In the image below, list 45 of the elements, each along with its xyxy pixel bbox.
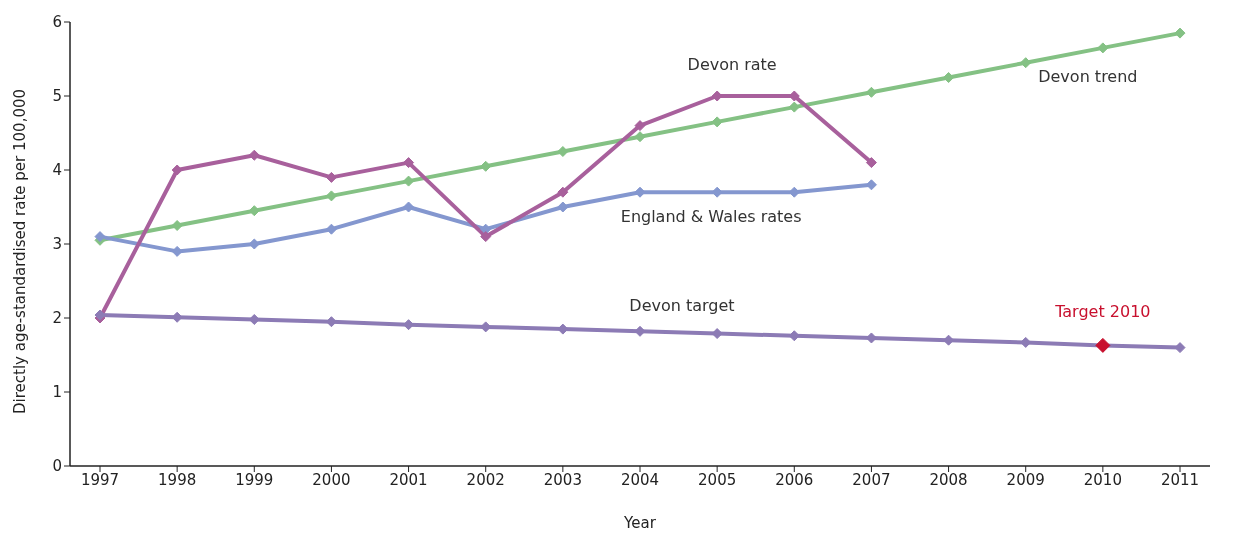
x-tick-label: 2011 <box>1160 470 1200 489</box>
x-tick-label: 2004 <box>620 470 660 489</box>
point <box>248 149 260 161</box>
x-tick-label: 2008 <box>929 470 968 489</box>
y-axis-title: Directly age-standardised rate per 100,000 <box>11 88 30 414</box>
series-label: Devon rate <box>687 55 777 74</box>
x-axis-title: Year <box>623 514 657 532</box>
x-tick-label: 2003 <box>543 470 582 489</box>
y-tick-label: 1 <box>52 383 62 402</box>
y-tick-label: 0 <box>52 457 62 476</box>
point <box>171 220 183 231</box>
series-label: Target 2010 <box>1054 302 1151 322</box>
point <box>634 131 646 143</box>
point <box>403 157 415 169</box>
x-tick-label: 2000 <box>312 470 351 489</box>
x-tick-label: 1997 <box>80 470 120 489</box>
point <box>557 186 569 198</box>
point <box>1020 57 1032 69</box>
x-tick-label: 1999 <box>235 470 274 489</box>
y-tick-label: 6 <box>52 13 62 32</box>
point <box>325 223 337 235</box>
x-tick-label: 1998 <box>158 470 197 489</box>
y-tick-label: 4 <box>52 161 62 180</box>
x-tick-label: 2010 <box>1083 470 1122 489</box>
series-label: Devon target <box>629 296 735 316</box>
point <box>788 101 800 113</box>
point <box>865 86 877 98</box>
point <box>557 146 569 157</box>
x-tick-label: 2009 <box>1006 470 1045 489</box>
x-tick-label: 2002 <box>466 470 505 489</box>
x-tick-label: 2006 <box>775 470 814 489</box>
y-tick-label: 5 <box>52 87 62 106</box>
x-tick-label: 2001 <box>389 470 428 489</box>
point <box>1097 42 1109 54</box>
series-label: Devon trend <box>1038 66 1138 86</box>
point <box>480 231 492 243</box>
point <box>634 120 646 132</box>
x-tick-label: 2005 <box>698 470 737 489</box>
point <box>865 157 877 169</box>
y-tick-label: 2 <box>52 309 62 328</box>
x-tick-label: 2007 <box>852 470 891 489</box>
point <box>171 164 183 176</box>
point <box>403 201 415 213</box>
y-tick-label: 3 <box>52 235 62 254</box>
series-label: England & Wales rates <box>620 207 802 227</box>
